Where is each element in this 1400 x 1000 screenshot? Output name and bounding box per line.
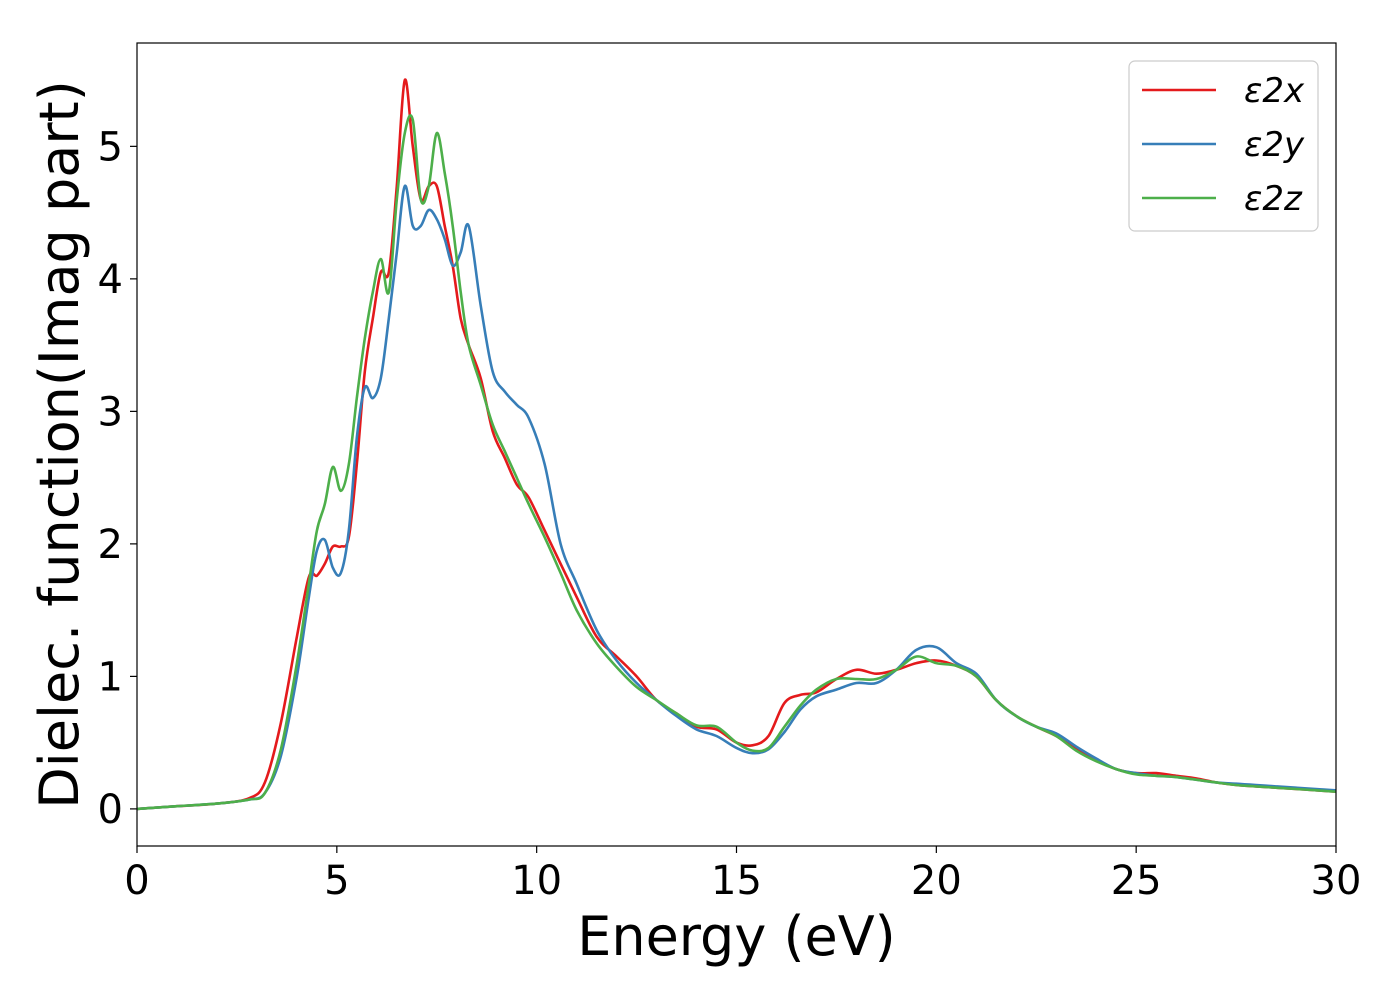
y-tick-label: 0 xyxy=(98,787,123,833)
y-tick-label: 2 xyxy=(98,522,123,568)
y-tick-label: 5 xyxy=(98,124,123,170)
x-tick-label: 25 xyxy=(1111,858,1162,904)
legend-label-2: ε2y xyxy=(1244,125,1305,165)
x-tick-label: 30 xyxy=(1311,858,1362,904)
y-axis: 0 1 2 3 4 5 xyxy=(98,124,137,833)
x-tick-label: 0 xyxy=(124,858,149,904)
y-tick-label: 1 xyxy=(98,654,123,700)
x-tick-label: 15 xyxy=(711,858,762,904)
x-tick-label: 10 xyxy=(511,858,562,904)
x-tick-label: 20 xyxy=(911,858,962,904)
y-tick-label: 3 xyxy=(98,389,123,435)
legend-box xyxy=(1128,60,1319,232)
legend: ε2x ε2y ε2z xyxy=(1128,60,1319,232)
x-axis: 0 5 10 15 20 25 30 xyxy=(124,846,1361,904)
series-line-2 xyxy=(136,184,1337,811)
legend-label-1: ε2x xyxy=(1244,71,1305,111)
legend-label-3: ε2z xyxy=(1244,179,1303,219)
x-axis-title: Energy (eV) xyxy=(577,905,896,968)
series-line-3 xyxy=(136,114,1337,811)
series-layer xyxy=(136,78,1337,811)
y-tick-label: 4 xyxy=(98,257,123,303)
y-axis-title: Dielec. function(Imag part) xyxy=(28,80,91,809)
x-tick-label: 5 xyxy=(324,858,349,904)
